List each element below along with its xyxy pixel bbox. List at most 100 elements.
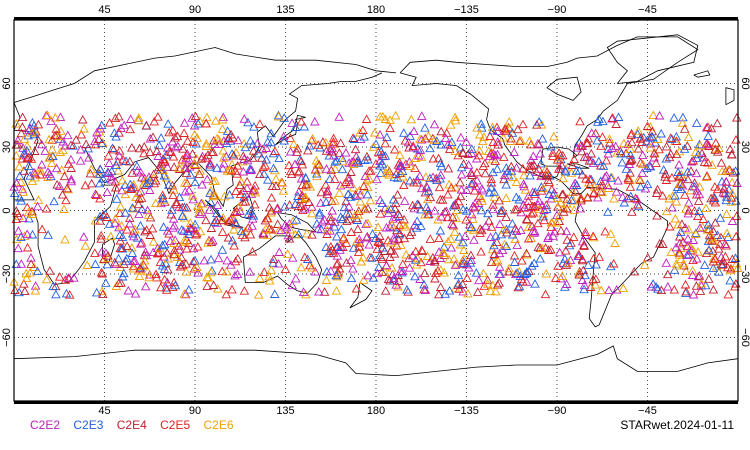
observation-marker xyxy=(365,252,375,262)
observation-marker xyxy=(704,245,714,254)
observation-marker xyxy=(484,187,495,197)
observation-marker xyxy=(368,142,379,151)
observation-marker xyxy=(122,253,132,263)
observation-marker xyxy=(27,176,38,186)
observation-marker xyxy=(421,202,432,211)
observation-marker xyxy=(314,210,325,219)
bottom-lon-label: −135 xyxy=(454,405,479,417)
observation-marker xyxy=(645,161,656,171)
observation-marker xyxy=(680,190,690,199)
observation-marker xyxy=(637,159,648,169)
observation-marker xyxy=(166,209,176,219)
observation-marker xyxy=(437,248,448,257)
observation-marker xyxy=(66,174,77,184)
observation-marker xyxy=(479,281,490,290)
observation-marker xyxy=(364,173,374,183)
observation-marker xyxy=(621,164,632,173)
observation-marker xyxy=(341,208,352,218)
observation-marker xyxy=(368,273,379,282)
observation-marker xyxy=(348,243,359,252)
observation-marker xyxy=(167,205,177,214)
observation-marker xyxy=(86,178,97,188)
observation-marker xyxy=(555,150,566,160)
observation-marker xyxy=(674,248,685,257)
observation-marker xyxy=(667,134,677,143)
observation-marker xyxy=(96,230,106,240)
observation-marker xyxy=(617,157,627,167)
observation-marker xyxy=(649,152,659,162)
observation-marker xyxy=(598,161,609,170)
observation-marker xyxy=(548,148,558,157)
observation-marker xyxy=(140,226,150,236)
observation-marker xyxy=(640,183,651,193)
observation-marker xyxy=(611,284,622,294)
observation-marker xyxy=(430,273,440,283)
observation-marker xyxy=(512,268,522,277)
observation-marker xyxy=(156,133,166,142)
observation-marker xyxy=(535,148,545,158)
observation-marker xyxy=(325,226,335,235)
observation-marker xyxy=(717,166,727,176)
observation-marker xyxy=(690,147,701,157)
observation-marker xyxy=(387,262,397,272)
observation-marker xyxy=(437,195,448,204)
observation-marker xyxy=(543,233,553,242)
observation-marker xyxy=(187,149,198,158)
observation-marker xyxy=(344,214,354,224)
observation-marker xyxy=(576,193,586,203)
observation-marker xyxy=(296,173,307,183)
observation-marker xyxy=(300,203,310,213)
observation-marker xyxy=(103,151,114,160)
observation-marker xyxy=(152,248,163,258)
observation-marker xyxy=(654,238,665,248)
observation-marker xyxy=(448,200,459,210)
observation-marker xyxy=(487,122,498,132)
observation-marker xyxy=(718,256,729,265)
observation-marker xyxy=(446,242,457,252)
observation-marker xyxy=(488,137,498,146)
observation-marker xyxy=(646,281,657,291)
observation-marker xyxy=(605,229,616,238)
observation-marker xyxy=(546,193,556,203)
observation-marker xyxy=(139,148,149,158)
observation-marker xyxy=(276,225,286,235)
observation-marker xyxy=(81,139,91,149)
observation-marker xyxy=(333,258,343,268)
observation-marker xyxy=(230,218,241,227)
observation-marker xyxy=(313,224,323,233)
observation-marker xyxy=(120,180,130,189)
observation-marker xyxy=(97,246,107,256)
observation-marker xyxy=(595,186,606,196)
observation-marker xyxy=(453,270,464,280)
observation-marker xyxy=(117,185,127,195)
observation-marker xyxy=(721,192,732,201)
observation-marker xyxy=(334,148,345,157)
observation-marker xyxy=(489,240,499,250)
observation-marker xyxy=(467,144,477,153)
observation-marker xyxy=(642,179,653,189)
observation-marker xyxy=(47,135,57,144)
observation-marker xyxy=(168,214,179,223)
observation-marker xyxy=(463,288,473,298)
observation-marker xyxy=(261,154,272,164)
observation-marker xyxy=(588,253,599,263)
observation-marker xyxy=(626,191,636,201)
observation-marker xyxy=(213,253,224,263)
observation-marker xyxy=(558,189,568,199)
observation-marker xyxy=(415,134,425,143)
observation-marker xyxy=(521,268,532,278)
observation-marker xyxy=(250,187,261,197)
observation-marker xyxy=(261,143,272,152)
observation-marker xyxy=(577,254,588,264)
observation-marker xyxy=(189,263,200,273)
observation-marker xyxy=(158,193,168,203)
observation-marker xyxy=(671,242,681,252)
observation-marker xyxy=(259,267,270,276)
observation-marker xyxy=(254,273,265,283)
observation-marker xyxy=(501,241,512,250)
observation-marker xyxy=(271,181,281,190)
observation-marker xyxy=(539,205,549,214)
top-lon-label: 135 xyxy=(276,4,294,16)
observation-marker xyxy=(625,156,635,165)
observation-marker xyxy=(209,135,219,145)
